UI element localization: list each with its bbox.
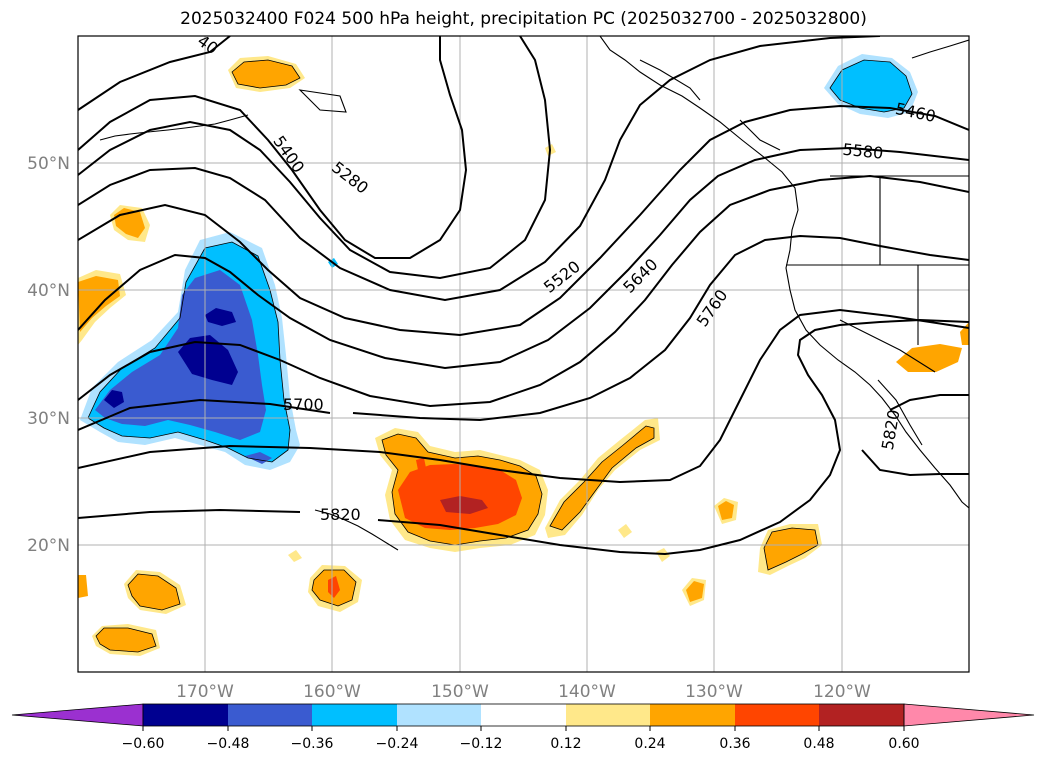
colorbar-tick-label: −0.48 [207, 736, 250, 752]
chart-title: 2025032400 F024 500 hPa height, precipit… [180, 9, 867, 29]
positive-precip-area [78, 56, 969, 656]
lon-tick-label: 130°W [685, 682, 743, 702]
gridlines [78, 36, 969, 672]
colorbar-segment [397, 704, 481, 726]
colorbar-tick-label: 0.24 [634, 736, 665, 752]
longitude-tick-labels: 170°W 160°W 150°W 140°W 130°W 120°W [176, 682, 871, 702]
lat-tick-label: 40°N [27, 281, 70, 301]
colorbar-frame [142, 703, 905, 727]
colorbar-tick-label: −0.60 [122, 736, 165, 752]
colorbar-segment [312, 704, 397, 726]
lon-tick-label: 150°W [431, 682, 489, 702]
lon-tick-label: 120°W [813, 682, 871, 702]
coastlines [99, 36, 969, 551]
colorbar-tick-label: 0.60 [888, 736, 919, 752]
colorbar-segment [481, 704, 566, 726]
colorbar-tick-label: 0.12 [550, 736, 581, 752]
lon-tick-label: 170°W [176, 682, 234, 702]
latitude-tick-labels: 20°N 30°N 40°N 50°N [27, 154, 70, 556]
lat-tick-label: 50°N [27, 154, 70, 174]
colorbar-segment [735, 704, 819, 726]
lon-tick-label: 160°W [303, 682, 361, 702]
colorbar-tick-label: 0.48 [803, 736, 834, 752]
colorbar-segment [566, 704, 650, 726]
colorbar-segment [903, 703, 1035, 727]
colorbar-tick-label: −0.24 [376, 736, 419, 752]
colorbar-segment [650, 704, 735, 726]
colorbar-tick-label: 0.36 [719, 736, 750, 752]
negative-precip-area [80, 54, 918, 470]
colorbar-ticks [142, 726, 905, 731]
map-frame [77, 35, 970, 673]
colorbar-segment [11, 703, 144, 727]
colorbar: −0.60 −0.48 −0.36 −0.24 −0.12 0.12 0.24 … [11, 703, 1035, 752]
lat-tick-label: 20°N [27, 536, 70, 556]
colorbar-segment [819, 704, 904, 726]
height-contours [78, 36, 969, 556]
contour-label: 5820 [320, 505, 361, 524]
contour-label: 5700 [283, 395, 324, 414]
lat-tick-label: 30°N [27, 409, 70, 429]
colorbar-segment [143, 704, 228, 726]
colorbar-segment [228, 704, 312, 726]
colorbar-tick-label: −0.12 [460, 736, 503, 752]
lon-tick-label: 140°W [558, 682, 616, 702]
contour-label: 5580 [842, 140, 884, 163]
precip-outlines [87, 59, 913, 653]
colorbar-tick-label: −0.36 [291, 736, 334, 752]
